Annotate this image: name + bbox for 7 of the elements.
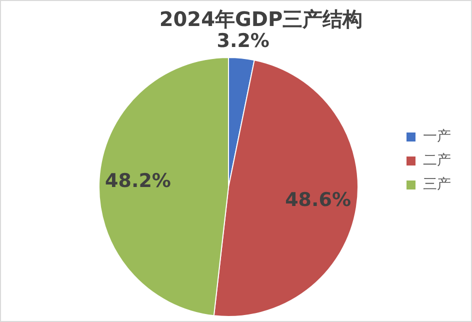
data-label: 48.2%	[105, 170, 171, 192]
chart-title: 2024年GDP三产结构	[159, 7, 363, 32]
data-label: 48.6%	[285, 189, 351, 212]
data-label: 3.2%	[216, 30, 270, 52]
legend-label: 三产	[423, 176, 451, 193]
legend-label: 二产	[423, 152, 451, 169]
legend-label: 一产	[423, 128, 451, 145]
